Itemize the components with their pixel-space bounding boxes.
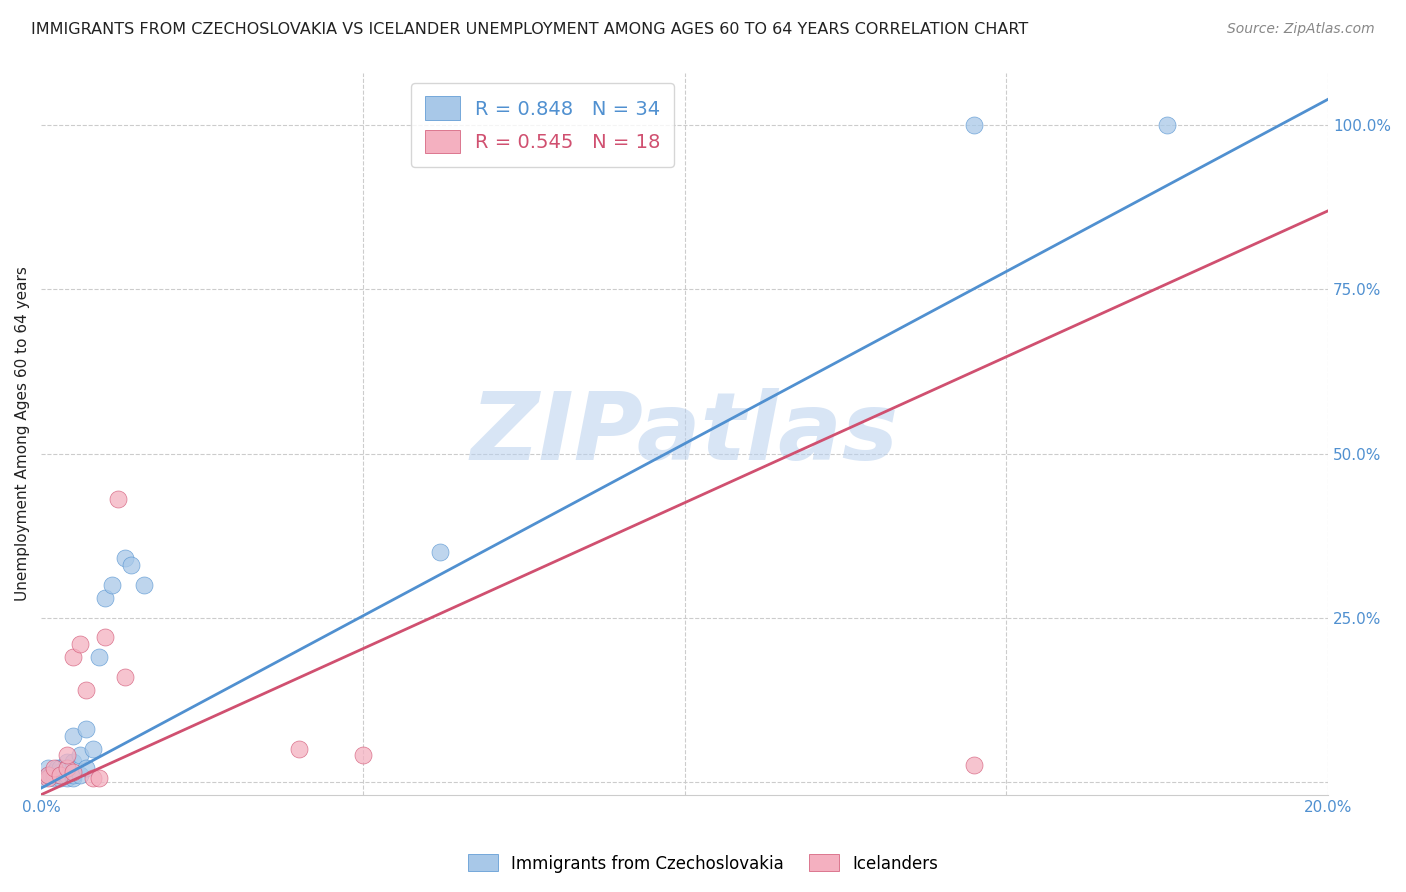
Point [87,649,110,664]
Point [114,670,136,684]
Point [352,748,374,763]
Point [69,768,91,782]
Point [49,768,72,782]
Point [49,772,72,786]
Point [120,558,142,572]
Point [114,551,136,566]
Point [82,772,104,786]
Point [107,492,129,507]
Point [37,761,59,775]
Point [69,637,91,651]
Point [37,772,59,786]
Point [37,768,59,782]
Point [42,761,65,775]
Point [75,682,97,697]
Y-axis label: Unemployment Among Ages 60 to 64 years: Unemployment Among Ages 60 to 64 years [15,267,30,601]
Point [34,772,56,786]
Point [1156,119,1178,133]
Legend: R = 0.848   N = 34, R = 0.545   N = 18: R = 0.848 N = 34, R = 0.545 N = 18 [411,83,675,167]
Point [963,119,986,133]
Point [49,768,72,782]
Point [42,772,65,786]
Text: Source: ZipAtlas.com: Source: ZipAtlas.com [1227,22,1375,37]
Point [49,761,72,775]
Point [42,764,65,779]
Point [62,764,84,779]
Point [56,772,79,786]
Point [56,761,79,775]
Point [132,578,155,592]
Point [46,761,69,775]
Point [56,748,79,763]
Point [429,545,451,559]
Point [75,761,97,775]
Point [101,578,124,592]
Text: IMMIGRANTS FROM CZECHOSLOVAKIA VS ICELANDER UNEMPLOYMENT AMONG AGES 60 TO 64 YEA: IMMIGRANTS FROM CZECHOSLOVAKIA VS ICELAN… [31,22,1028,37]
Point [62,772,84,786]
Point [94,591,117,605]
Point [56,768,79,782]
Point [56,761,79,775]
Point [94,630,117,644]
Point [62,649,84,664]
Point [62,755,84,769]
Point [62,729,84,743]
Point [287,741,309,756]
Text: ZIPatlas: ZIPatlas [471,388,898,480]
Point [62,768,84,782]
Legend: Immigrants from Czechoslovakia, Icelanders: Immigrants from Czechoslovakia, Icelande… [461,847,945,880]
Point [69,748,91,763]
Point [49,764,72,779]
Point [39,768,62,782]
Point [82,741,104,756]
Point [42,768,65,782]
Point [87,772,110,786]
Point [75,722,97,736]
Point [56,755,79,769]
Point [37,768,59,782]
Point [963,758,986,772]
